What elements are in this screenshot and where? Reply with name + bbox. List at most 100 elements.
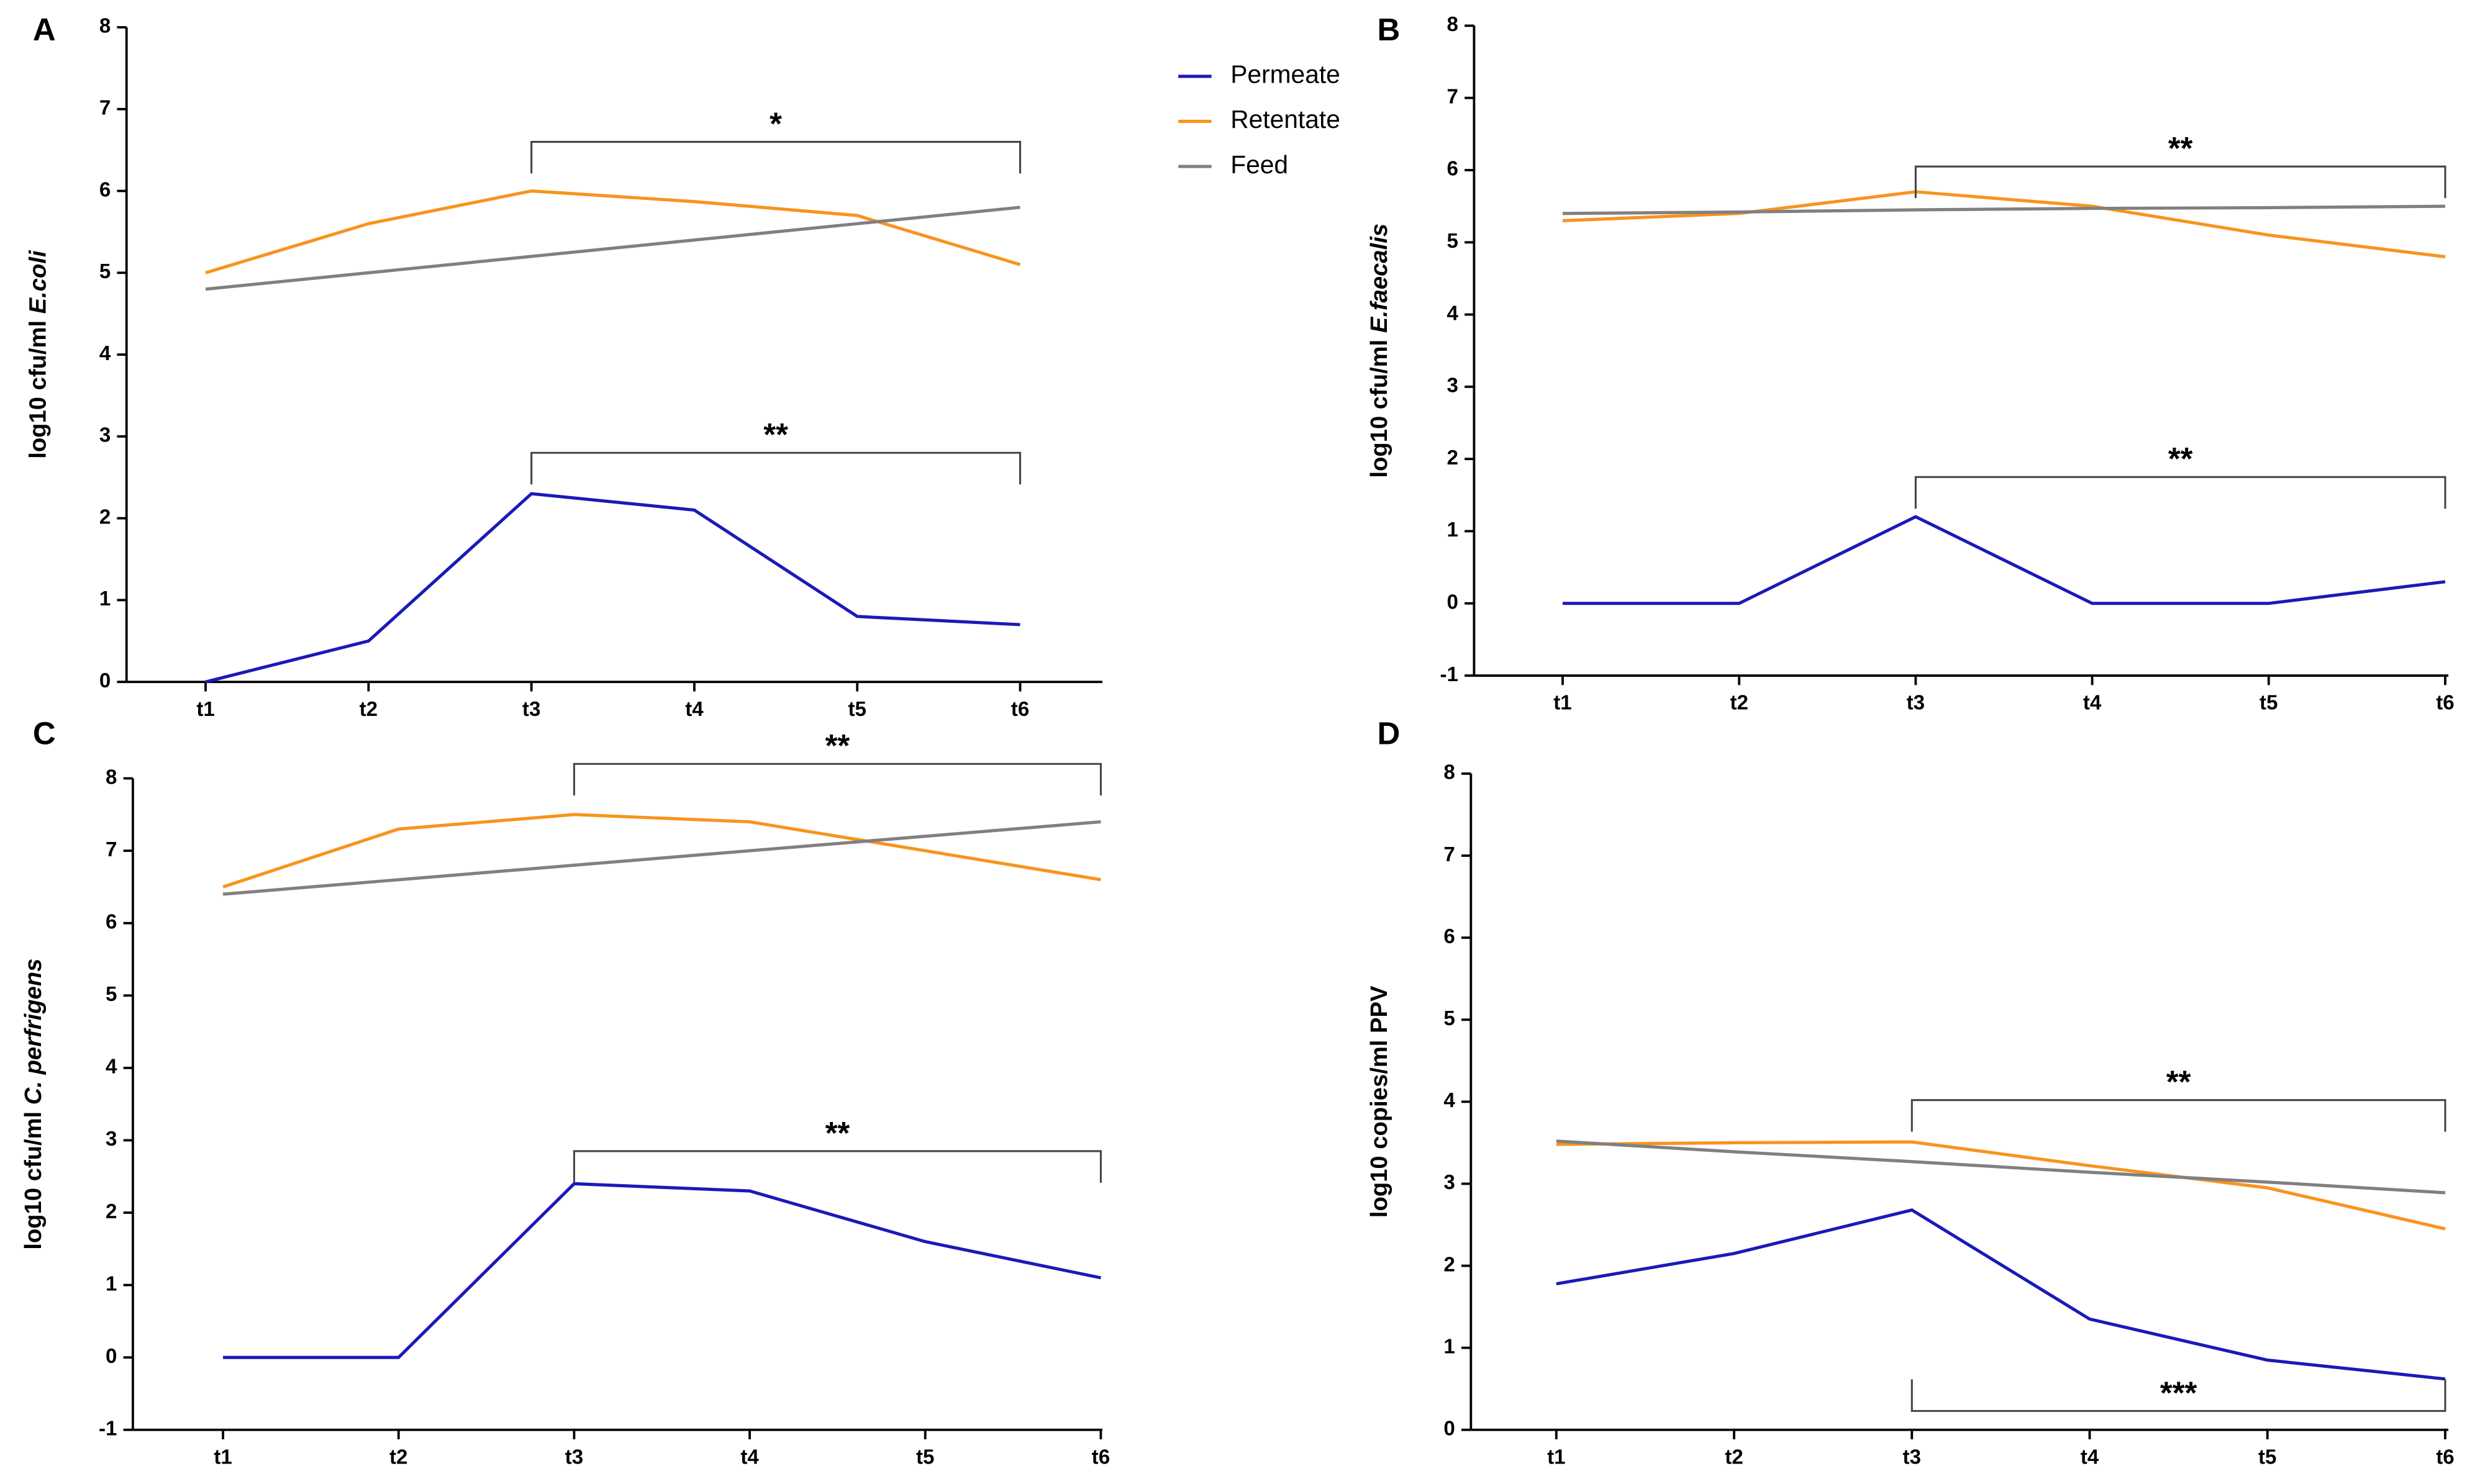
x-tick-label: t6 bbox=[2436, 1446, 2454, 1468]
series-line bbox=[1556, 1140, 2446, 1231]
series-line bbox=[1556, 1139, 2446, 1195]
y-tick-label: 5 bbox=[99, 260, 111, 283]
y-tick-label: 7 bbox=[1447, 85, 1458, 108]
y-tick-label: 3 bbox=[1443, 1171, 1455, 1194]
y-tick-label: 8 bbox=[99, 15, 111, 38]
y-tick-label: 3 bbox=[99, 424, 111, 447]
y-tick-label: 5 bbox=[106, 983, 117, 1006]
series-line bbox=[1562, 190, 2446, 259]
panel-letter: C bbox=[33, 715, 56, 751]
y-tick-label: 1 bbox=[99, 587, 111, 610]
x-tick-label: t1 bbox=[214, 1446, 232, 1468]
x-tick-label: t1 bbox=[196, 698, 214, 721]
y-axis-label-species: E.faecalis bbox=[1366, 224, 1392, 333]
y-tick-label: 4 bbox=[1443, 1089, 1455, 1112]
y-tick-label: 2 bbox=[1447, 446, 1458, 469]
legend-label: Retentate bbox=[1230, 105, 1340, 133]
panel-letter: B bbox=[1377, 12, 1400, 47]
y-axis-label: log10 copies/ml PPV bbox=[1366, 985, 1392, 1218]
x-tick-label: t4 bbox=[685, 698, 704, 721]
y-tick-label: 4 bbox=[106, 1056, 117, 1079]
y-axis-label-text: log10 cfu/ml bbox=[20, 1111, 47, 1250]
y-tick-label: 5 bbox=[1443, 1007, 1455, 1030]
x-tick-label: t3 bbox=[1903, 1446, 1921, 1468]
x-tick-label: t1 bbox=[1547, 1446, 1565, 1468]
y-tick-label: 4 bbox=[1447, 302, 1459, 325]
x-tick-label: t2 bbox=[1725, 1446, 1743, 1468]
x-tick-label: t4 bbox=[740, 1446, 759, 1468]
y-tick-label: 6 bbox=[1443, 925, 1455, 948]
y-tick-label: 2 bbox=[1443, 1253, 1455, 1276]
y-axis-label-species: E.coli bbox=[25, 250, 52, 314]
y-tick-label: -1 bbox=[99, 1418, 117, 1441]
significance-label: ** bbox=[825, 1115, 850, 1151]
series-line bbox=[222, 813, 1101, 889]
significance-label: ** bbox=[2168, 130, 2193, 166]
y-tick-label: 3 bbox=[1447, 374, 1458, 397]
y-tick-label: 0 bbox=[106, 1345, 117, 1368]
y-axis-label: log10 cfu/ml E.faecalis bbox=[1366, 224, 1392, 478]
y-axis-label-species: C. perfrigens bbox=[20, 959, 47, 1105]
significance-bracket bbox=[530, 140, 1022, 174]
significance-label: * bbox=[770, 106, 782, 141]
significance-label: *** bbox=[2160, 1375, 2197, 1410]
x-tick-label: t5 bbox=[848, 698, 866, 721]
legend-label: Feed bbox=[1230, 150, 1288, 179]
y-tick-label: 2 bbox=[106, 1200, 117, 1223]
x-tick-label: t2 bbox=[360, 698, 378, 721]
x-tick-label: t4 bbox=[2081, 1446, 2099, 1468]
series-line bbox=[205, 492, 1020, 684]
y-tick-label: 0 bbox=[99, 669, 111, 692]
series-line bbox=[222, 820, 1101, 896]
y-tick-label: 8 bbox=[106, 766, 117, 789]
series-line bbox=[205, 206, 1020, 291]
x-tick-label: t1 bbox=[1553, 692, 1571, 715]
x-tick-label: t6 bbox=[1011, 698, 1029, 721]
y-tick-label: 7 bbox=[106, 838, 117, 861]
significance-bracket bbox=[530, 451, 1022, 485]
y-axis-label-text: log10 cfu/ml bbox=[1366, 340, 1392, 478]
legend-label: Permeate bbox=[1230, 60, 1340, 89]
series-line bbox=[1562, 515, 2446, 605]
y-axis-label-text: log10 cfu/ml bbox=[25, 320, 52, 459]
significance-bracket bbox=[573, 762, 1102, 796]
panel-letter: D bbox=[1377, 715, 1400, 751]
x-tick-label: t2 bbox=[389, 1446, 407, 1468]
y-tick-label: 6 bbox=[99, 178, 111, 201]
y-tick-label: 6 bbox=[106, 910, 117, 933]
y-tick-label: 0 bbox=[1447, 591, 1458, 614]
y-tick-label: 3 bbox=[106, 1128, 117, 1151]
y-axis-label-text: log10 copies/ml PPV bbox=[1366, 985, 1392, 1218]
significance-bracket bbox=[1914, 476, 2446, 509]
y-tick-label: 4 bbox=[99, 342, 111, 365]
significance-label: ** bbox=[2166, 1064, 2191, 1100]
y-tick-label: 6 bbox=[1447, 158, 1458, 181]
y-tick-label: 7 bbox=[99, 96, 111, 119]
significance-bracket bbox=[1910, 1099, 2446, 1132]
y-tick-label: 1 bbox=[106, 1272, 117, 1295]
significance-bracket bbox=[1914, 165, 2446, 199]
y-tick-label: 1 bbox=[1443, 1335, 1455, 1358]
x-tick-label: t5 bbox=[2258, 1446, 2276, 1468]
significance-bracket bbox=[1910, 1379, 2446, 1412]
series-line bbox=[1556, 1208, 2446, 1381]
x-tick-label: t3 bbox=[522, 698, 540, 721]
significance-label: ** bbox=[825, 728, 850, 763]
x-tick-label: t2 bbox=[1730, 692, 1748, 715]
series-line bbox=[223, 1182, 1101, 1359]
significance-label: ** bbox=[763, 417, 788, 452]
y-tick-label: 7 bbox=[1443, 843, 1455, 866]
series-line bbox=[205, 189, 1021, 274]
x-tick-label: t5 bbox=[916, 1446, 934, 1468]
x-tick-label: t4 bbox=[2083, 692, 2102, 715]
y-tick-label: 2 bbox=[99, 505, 111, 528]
y-tick-label: 1 bbox=[1447, 518, 1458, 541]
significance-label: ** bbox=[2168, 441, 2193, 476]
series-line bbox=[1562, 204, 2445, 215]
panel-letter: A bbox=[33, 12, 56, 47]
x-tick-label: t6 bbox=[1092, 1446, 1110, 1468]
y-axis-label: log10 cfu/ml E.coli bbox=[25, 250, 52, 459]
y-tick-label: -1 bbox=[1440, 663, 1458, 686]
x-tick-label: t3 bbox=[1907, 692, 1925, 715]
